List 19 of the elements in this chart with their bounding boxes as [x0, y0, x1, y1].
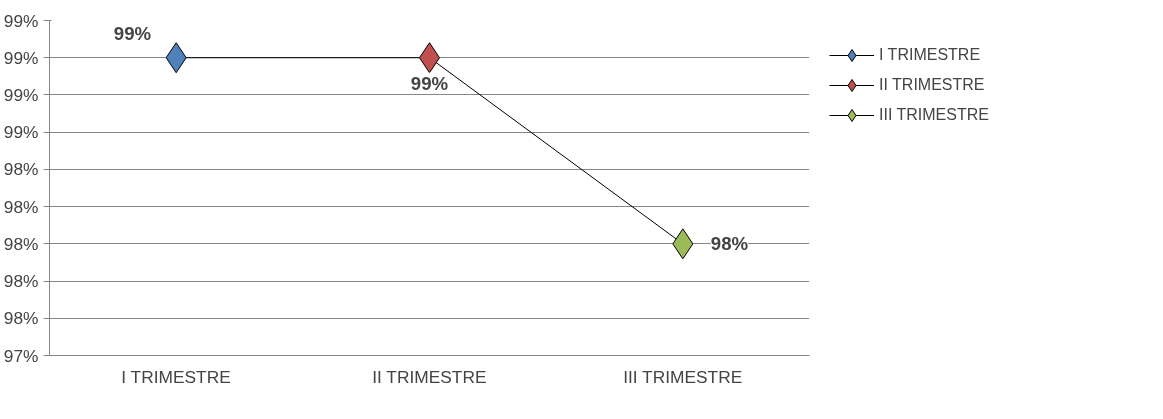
- y-tick-label: 98%: [3, 196, 39, 217]
- y-tick-label: 98%: [3, 271, 39, 292]
- x-tick-label: II TRIMESTRE: [372, 366, 487, 387]
- data-label: 98%: [710, 232, 749, 254]
- x-tick-label: III TRIMESTRE: [623, 366, 743, 387]
- data-label: 99%: [113, 22, 152, 44]
- y-tick-label: 99%: [3, 84, 39, 105]
- y-tick-label: 99%: [3, 10, 39, 31]
- y-tick-label: 99%: [3, 47, 39, 68]
- y-tick-label: 99%: [3, 122, 39, 143]
- legend-label: III TRIMESTRE: [879, 106, 989, 124]
- y-tick-label: 97%: [3, 345, 39, 366]
- y-tick-label: 98%: [3, 233, 39, 254]
- data-label: 99%: [410, 72, 449, 94]
- x-tick-label: I TRIMESTRE: [121, 366, 231, 387]
- y-tick-label: 98%: [3, 159, 39, 180]
- legend-label: I TRIMESTRE: [879, 46, 981, 64]
- legend-label: II TRIMESTRE: [879, 76, 985, 94]
- y-tick-label: 98%: [3, 308, 39, 329]
